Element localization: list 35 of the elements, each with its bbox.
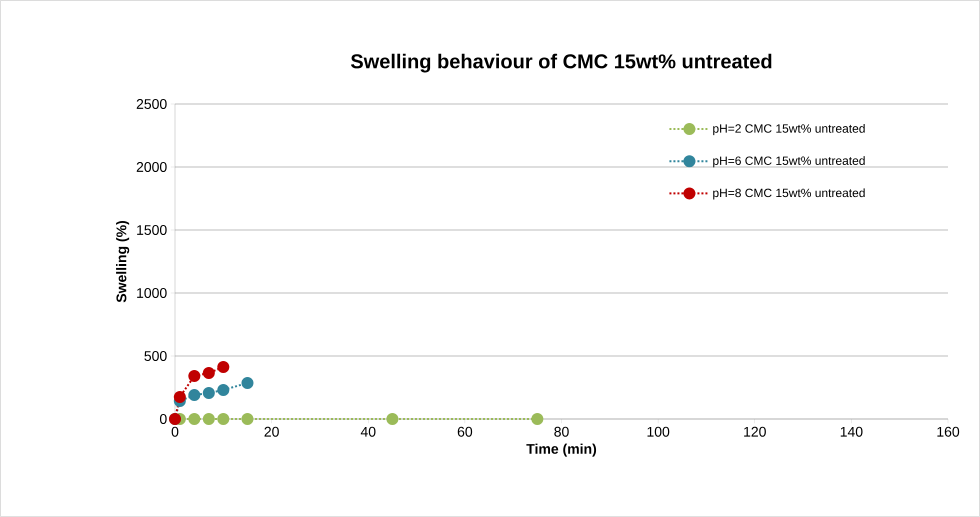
y-tick-label: 0 (160, 414, 167, 424)
point (188, 389, 200, 402)
point (217, 384, 230, 396)
y-tick-label: 1500 (137, 225, 167, 235)
chart-title: Swelling behaviour of CMC 15wt% untreated (350, 54, 772, 72)
x-axis-title: Time (min) (526, 444, 596, 457)
y-tick-label: 2500 (136, 99, 167, 109)
point (202, 387, 215, 400)
point (217, 360, 230, 373)
x-tick-label: 160 (937, 426, 960, 437)
y-tick-label: 2000 (136, 162, 167, 172)
x-tick-label: 60 (458, 426, 472, 437)
x-tick-label: 120 (744, 426, 766, 437)
point (188, 370, 200, 382)
x-tick-label: 80 (554, 426, 569, 437)
y-tick-label: 1000 (137, 288, 167, 298)
point (174, 390, 186, 403)
point (241, 413, 254, 425)
point (188, 413, 200, 425)
y-axis-title: Swelling (%) (116, 220, 130, 302)
x-tick-label: 0 (172, 426, 178, 437)
legend-label: pH=8 CMC 15wt% untreated (713, 188, 865, 200)
x-tick-label: 140 (840, 426, 863, 437)
point (217, 413, 230, 425)
x-tick-label: 100 (648, 426, 670, 437)
legend-label: pH=6 CMC 15wt% untreated (713, 156, 865, 168)
x-tick-label: 20 (264, 426, 279, 437)
point (241, 376, 254, 389)
x-tick-label: 40 (360, 426, 376, 437)
point (386, 413, 398, 425)
point (202, 413, 215, 425)
point (202, 367, 215, 380)
y-tick-label: 500 (144, 351, 167, 361)
legend-label: pH=2 CMC 15wt% untreated (713, 124, 865, 136)
point (531, 413, 544, 425)
